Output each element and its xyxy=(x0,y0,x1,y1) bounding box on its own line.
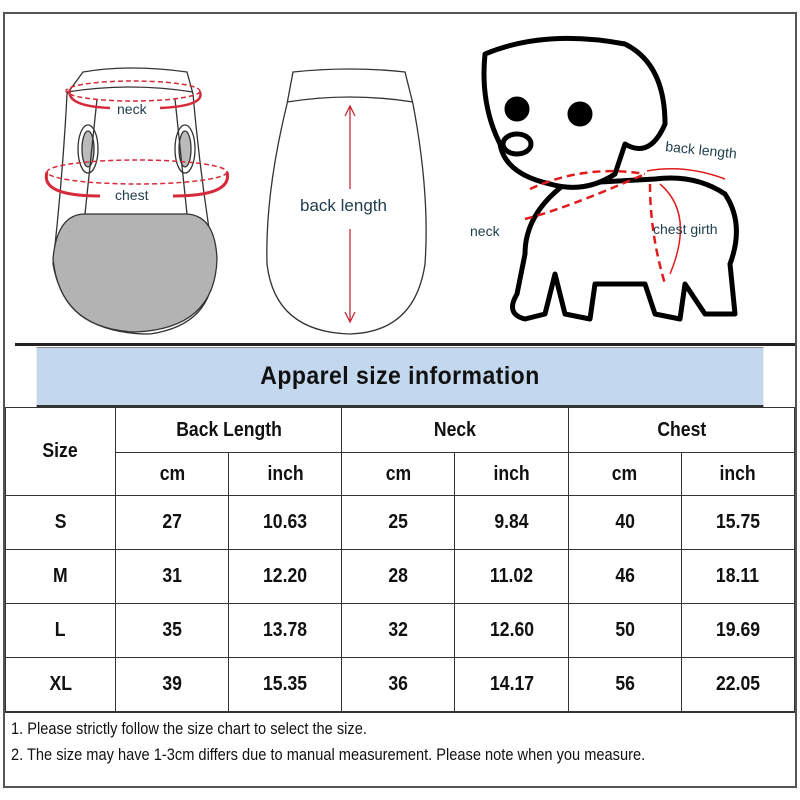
size-cell: S xyxy=(5,495,116,550)
vest-chest-label: chest xyxy=(115,187,149,203)
notes: 1. Please strictly follow the size chart… xyxy=(5,711,795,786)
unit-header: inch xyxy=(454,452,569,496)
dog-back-length-label: back length xyxy=(665,138,738,161)
value-cell: 22.05 xyxy=(680,657,796,712)
table-row: S 27 10.63 25 9.84 40 15.75 xyxy=(5,495,796,550)
unit-header: inch xyxy=(228,452,343,496)
group-header-neck: Neck xyxy=(341,407,569,453)
value-cell: 31 xyxy=(114,549,230,604)
vest-front-drawing xyxy=(52,67,218,335)
value-cell: 11.02 xyxy=(454,549,569,604)
value-cell: 35 xyxy=(114,603,230,658)
table-row: M 31 12.20 28 11.02 46 18.11 xyxy=(5,549,796,604)
value-cell: 36 xyxy=(341,657,456,712)
dog-drawing xyxy=(481,35,739,322)
value-cell: 10.63 xyxy=(228,495,343,550)
value-cell: 12.20 xyxy=(228,549,343,604)
note-2: 2. The size may have 1-3cm differs due t… xyxy=(11,745,646,764)
unit-header-row: cm inch cm inch cm inch xyxy=(6,452,796,496)
dog-neck-label: neck xyxy=(470,223,501,239)
neck-measure-arrow xyxy=(65,80,202,110)
value-cell: 56 xyxy=(567,657,682,712)
size-cell: L xyxy=(5,603,116,658)
back-length-label: back length xyxy=(300,196,387,215)
value-cell: 15.35 xyxy=(228,657,343,712)
vest-neck-label: neck xyxy=(117,101,148,117)
unit-header: inch xyxy=(680,452,796,496)
unit-header: cm xyxy=(114,452,230,496)
unit-header: cm xyxy=(341,452,456,496)
group-header-chest: Chest xyxy=(567,407,796,453)
value-cell: 50 xyxy=(567,603,682,658)
dog-chest-girth-label: chest girth xyxy=(653,221,718,237)
value-cell: 46 xyxy=(567,549,682,604)
value-cell: 19.69 xyxy=(680,603,796,658)
value-cell: 28 xyxy=(341,549,456,604)
size-header: Size xyxy=(5,407,116,496)
size-cell: M xyxy=(5,549,116,604)
value-cell: 25 xyxy=(341,495,456,550)
value-cell: 18.11 xyxy=(680,549,796,604)
value-cell: 15.75 xyxy=(680,495,796,550)
vest-back-drawing xyxy=(266,68,427,335)
value-cell: 32 xyxy=(341,603,456,658)
value-cell: 40 xyxy=(567,495,682,550)
back-length-arrow xyxy=(344,104,356,324)
size-cell: XL xyxy=(5,657,116,712)
value-cell: 13.78 xyxy=(228,603,343,658)
value-cell: 9.84 xyxy=(454,495,569,550)
unit-header: cm xyxy=(567,452,682,496)
table-title: Apparel size information xyxy=(36,347,764,407)
table-row: XL 39 15.35 36 14.17 56 22.05 xyxy=(5,657,796,712)
size-table: Size Back Length Neck Chest cm inch cm i… xyxy=(5,407,796,712)
group-header-row: Size Back Length Neck Chest xyxy=(5,407,796,496)
table-row: L 35 13.78 32 12.60 50 19.69 xyxy=(5,603,796,658)
dog-measure-lines xyxy=(524,168,726,285)
size-chart: neck chest back length back len xyxy=(3,12,797,788)
value-cell: 14.17 xyxy=(454,657,569,712)
value-cell: 27 xyxy=(114,495,230,550)
group-header-back-length: Back Length xyxy=(114,407,343,453)
value-cell: 12.60 xyxy=(454,603,569,658)
note-1: 1. Please strictly follow the size chart… xyxy=(11,719,367,738)
measurement-illustration: neck chest back length back len xyxy=(44,35,739,335)
value-cell: 39 xyxy=(114,657,230,712)
chest-measure-arrow xyxy=(44,159,230,198)
divider xyxy=(15,343,795,346)
